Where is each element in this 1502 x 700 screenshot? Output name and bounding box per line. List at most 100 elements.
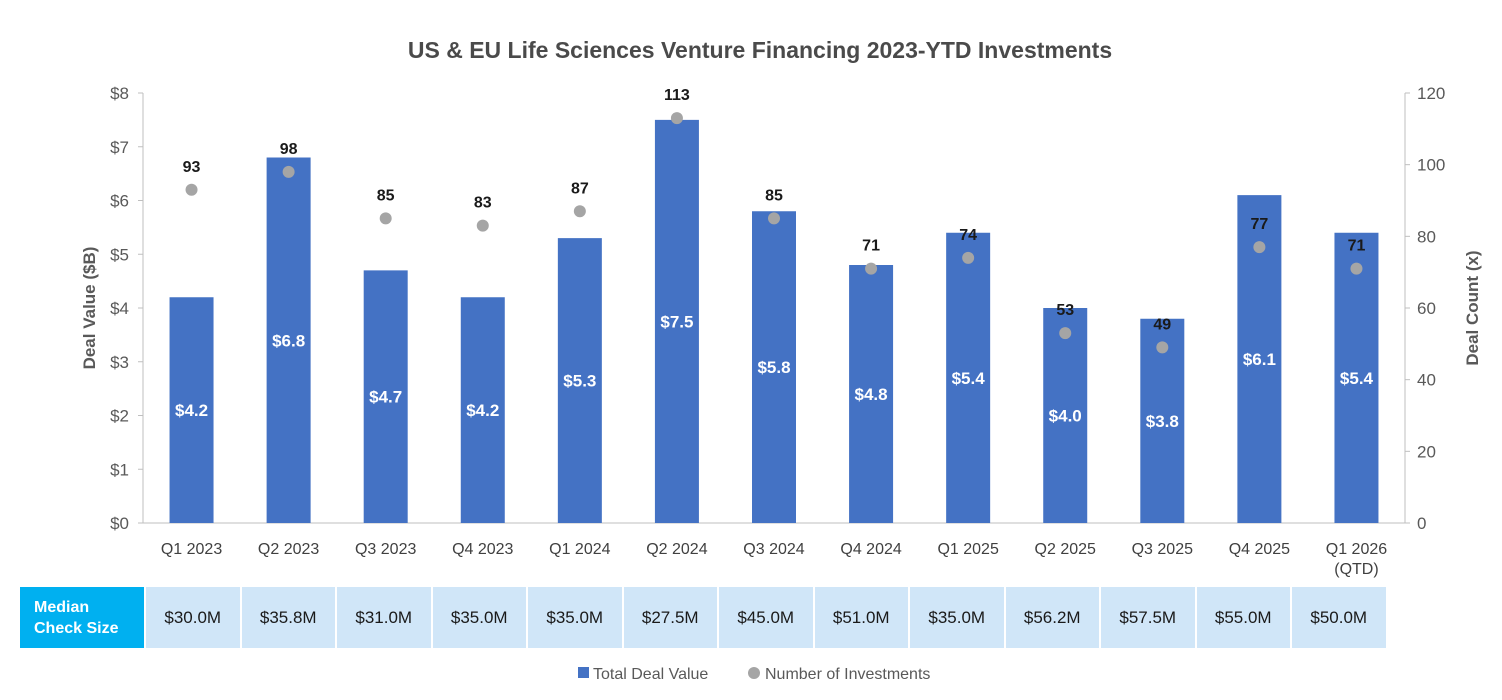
count-point: [962, 251, 975, 264]
count-point: [185, 183, 198, 196]
bar-data-label: $7.5: [660, 312, 693, 331]
category-label: Q4 2024: [840, 541, 901, 558]
median-check-size-table: Median Check Size $30.0M $35.8M $31.0M $35.…: [20, 587, 1386, 648]
right-tick-label: 0: [1417, 514, 1426, 533]
right-tick-label: 60: [1417, 299, 1436, 318]
category-label: Q4 2025: [1229, 541, 1290, 558]
left-tick-label: $6: [110, 192, 129, 211]
category-label: Q1 2024: [549, 541, 610, 558]
median-check-size-cell: $50.0M: [1290, 587, 1386, 648]
count-data-label: 113: [664, 87, 690, 104]
right-tick-label: 80: [1417, 227, 1436, 246]
bar: [557, 238, 602, 523]
count-data-label: 85: [765, 187, 783, 204]
legend-swatch-point: [748, 667, 760, 679]
median-check-size-cell: $35.0M: [526, 587, 622, 648]
bar: [266, 157, 311, 523]
bar: [752, 211, 796, 523]
count-data-label: 74: [959, 227, 977, 244]
bar-data-label: $4.7: [369, 388, 402, 407]
right-tick-label: 120: [1417, 84, 1445, 103]
count-point: [1350, 262, 1363, 275]
median-check-size-cell: $30.0M: [144, 587, 240, 648]
left-tick-label: $3: [110, 353, 129, 372]
category-label: Q3 2023: [355, 541, 416, 558]
y-axis-title: Deal Value ($B): [80, 247, 99, 370]
count-data-label: 53: [1056, 302, 1074, 319]
bar-data-label: $4.8: [855, 385, 888, 404]
left-tick-label: $4: [110, 299, 129, 318]
legend: Total Deal Value Number of Investments: [578, 666, 930, 683]
median-check-size-cell: $31.0M: [335, 587, 431, 648]
count-point: [1156, 341, 1169, 354]
bar-data-label: $5.8: [757, 358, 790, 377]
count-data-label: 49: [1153, 316, 1171, 333]
count-point: [379, 212, 392, 225]
axes: $0 $1 $2 $3 $4 $5 $6 $7 $8 0 20 40 60 80 100 120 Deal Va…: [80, 84, 1482, 578]
count-points: 93 98 85 83 87 113 85 71 74 53 49 77 71: [183, 87, 1366, 354]
count-point: [670, 112, 683, 125]
count-point: [865, 262, 878, 275]
bar-data-label: $6.8: [272, 331, 305, 350]
count-data-label: 98: [280, 141, 298, 158]
median-check-size-cell: $35.8M: [239, 587, 335, 648]
bar-data-label: $4.2: [175, 401, 208, 420]
count-data-label: 85: [377, 187, 395, 204]
chart-title: US & EU Life Sciences Venture Financing …: [408, 37, 1112, 63]
right-tick-label: 100: [1417, 156, 1445, 175]
category-label: Q3 2024: [743, 541, 804, 558]
median-check-size-cell: $27.5M: [621, 587, 717, 648]
median-check-size-cell: $55.0M: [1194, 587, 1290, 648]
median-check-size-cell: $35.0M: [908, 587, 1004, 648]
bar: [849, 265, 894, 523]
median-check-size-cell: $57.5M: [1099, 587, 1195, 648]
count-point: [1253, 241, 1266, 254]
category-label: Q2 2024: [646, 541, 707, 558]
bar-data-label: $4.0: [1049, 407, 1082, 426]
count-point: [476, 219, 489, 232]
bar-data-label: $5.4: [952, 369, 986, 388]
left-tick-label: $7: [110, 138, 129, 157]
left-tick-label: $2: [110, 407, 129, 426]
median-check-size-cell: $51.0M: [812, 587, 908, 648]
count-point: [768, 212, 780, 225]
count-point: [282, 165, 295, 178]
legend-label-bar: Total Deal Value: [593, 666, 708, 683]
bar: [1334, 232, 1379, 523]
legend-swatch-bar: [578, 667, 589, 678]
category-label: Q1 2025: [937, 541, 998, 558]
category-label: Q2 2025: [1035, 541, 1096, 558]
bar-data-label: $5.3: [563, 372, 596, 391]
median-check-size-cell: $35.0M: [430, 587, 526, 648]
left-tick-label: $0: [110, 514, 129, 533]
bar-data-label: $6.1: [1243, 350, 1276, 369]
right-tick-label: 40: [1417, 371, 1436, 390]
count-data-label: 77: [1250, 216, 1268, 233]
y2-axis-title: Deal Count (x): [1463, 250, 1482, 365]
bar: [1043, 308, 1088, 523]
count-data-label: 87: [571, 180, 589, 197]
bar-data-label: $4.2: [466, 401, 499, 420]
left-tick-label: $1: [110, 460, 129, 479]
count-point: [1059, 327, 1072, 340]
count-data-label: 71: [862, 238, 880, 255]
right-tick-label: 20: [1417, 442, 1436, 461]
bar: [169, 297, 214, 523]
bar: [460, 297, 505, 523]
bar-data-label: $5.4: [1340, 369, 1374, 388]
count-point: [573, 205, 586, 218]
category-label: Q1 2026 (QTD): [1326, 541, 1387, 578]
count-data-label: 83: [474, 195, 492, 212]
category-label: Q1 2023: [161, 541, 222, 558]
category-label: Q3 2025: [1132, 541, 1193, 558]
count-data-label: 71: [1348, 238, 1366, 255]
left-tick-label: $8: [110, 84, 129, 103]
bar: [654, 119, 699, 523]
bar-data-label: $3.8: [1146, 412, 1179, 431]
bars: $4.2 $6.8 $4.7 $4.2 $5.3 $7.5 $5.8 $4.8 $5.4 $4.0…: [169, 119, 1379, 523]
left-tick-label: $5: [110, 245, 129, 264]
bar: [363, 270, 408, 523]
median-check-size-cell: $56.2M: [1003, 587, 1099, 648]
category-label: Q4 2023: [452, 541, 513, 558]
